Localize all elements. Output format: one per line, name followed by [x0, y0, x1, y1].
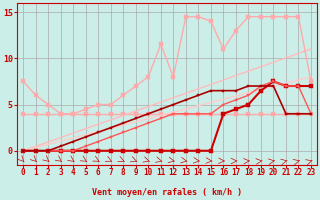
X-axis label: Vent moyen/en rafales ( km/h ): Vent moyen/en rafales ( km/h )	[92, 188, 242, 197]
